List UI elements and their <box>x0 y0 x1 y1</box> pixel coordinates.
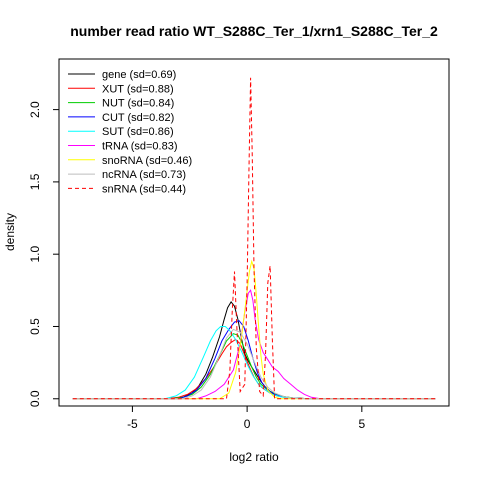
legend-label-sut: SUT (sd=0.86) <box>102 126 174 138</box>
series-line-snrna <box>72 77 436 400</box>
x-tick-label: 0 <box>244 417 251 431</box>
y-tick-label: 1.0 <box>28 246 42 263</box>
series-line-sut <box>72 326 436 400</box>
y-tick-label: 0.5 <box>28 318 42 335</box>
y-tick-label: 2.0 <box>28 101 42 118</box>
series-line-xut <box>72 338 436 400</box>
y-tick-label: 1.5 <box>28 173 42 190</box>
legend-label-cut: CUT (sd=0.82) <box>102 112 174 124</box>
legend-label-snrna: snRNA (sd=0.44) <box>102 183 186 195</box>
series-line-ncrna <box>72 328 436 400</box>
x-axis: -5 0 5 <box>127 405 365 431</box>
legend-label-gene: gene (sd=0.69) <box>102 69 176 81</box>
x-tick-label: 5 <box>358 417 365 431</box>
series-line-cut <box>72 320 436 400</box>
x-axis-label: log2 ratio <box>229 450 279 464</box>
legend-label-nut: NUT (sd=0.84) <box>102 98 174 110</box>
series-layer <box>72 77 436 400</box>
series-line-trna <box>72 289 436 400</box>
y-tick-label: 0.0 <box>28 390 42 407</box>
x-tick-label: -5 <box>127 417 138 431</box>
legend-label-xut: XUT (sd=0.88) <box>102 83 174 95</box>
legend-label-trna: tRNA (sd=0.83) <box>102 141 178 153</box>
y-axis-label: density <box>3 213 17 251</box>
y-axis: 0.0 0.5 1.0 1.5 2.0 <box>28 101 60 407</box>
series-line-nut <box>72 333 436 400</box>
series-line-gene <box>72 301 436 400</box>
series-line-snorna <box>72 259 436 400</box>
legend-label-ncrna: ncRNA (sd=0.73) <box>102 169 186 181</box>
legend-label-snorna: snoRNA (sd=0.46) <box>102 155 192 167</box>
legend: gene (sd=0.69) XUT (sd=0.88) NUT (sd=0.84)… <box>68 69 192 195</box>
chart-title: number read ratio WT_S288C_Ter_1/xrn1_S2… <box>70 23 438 39</box>
